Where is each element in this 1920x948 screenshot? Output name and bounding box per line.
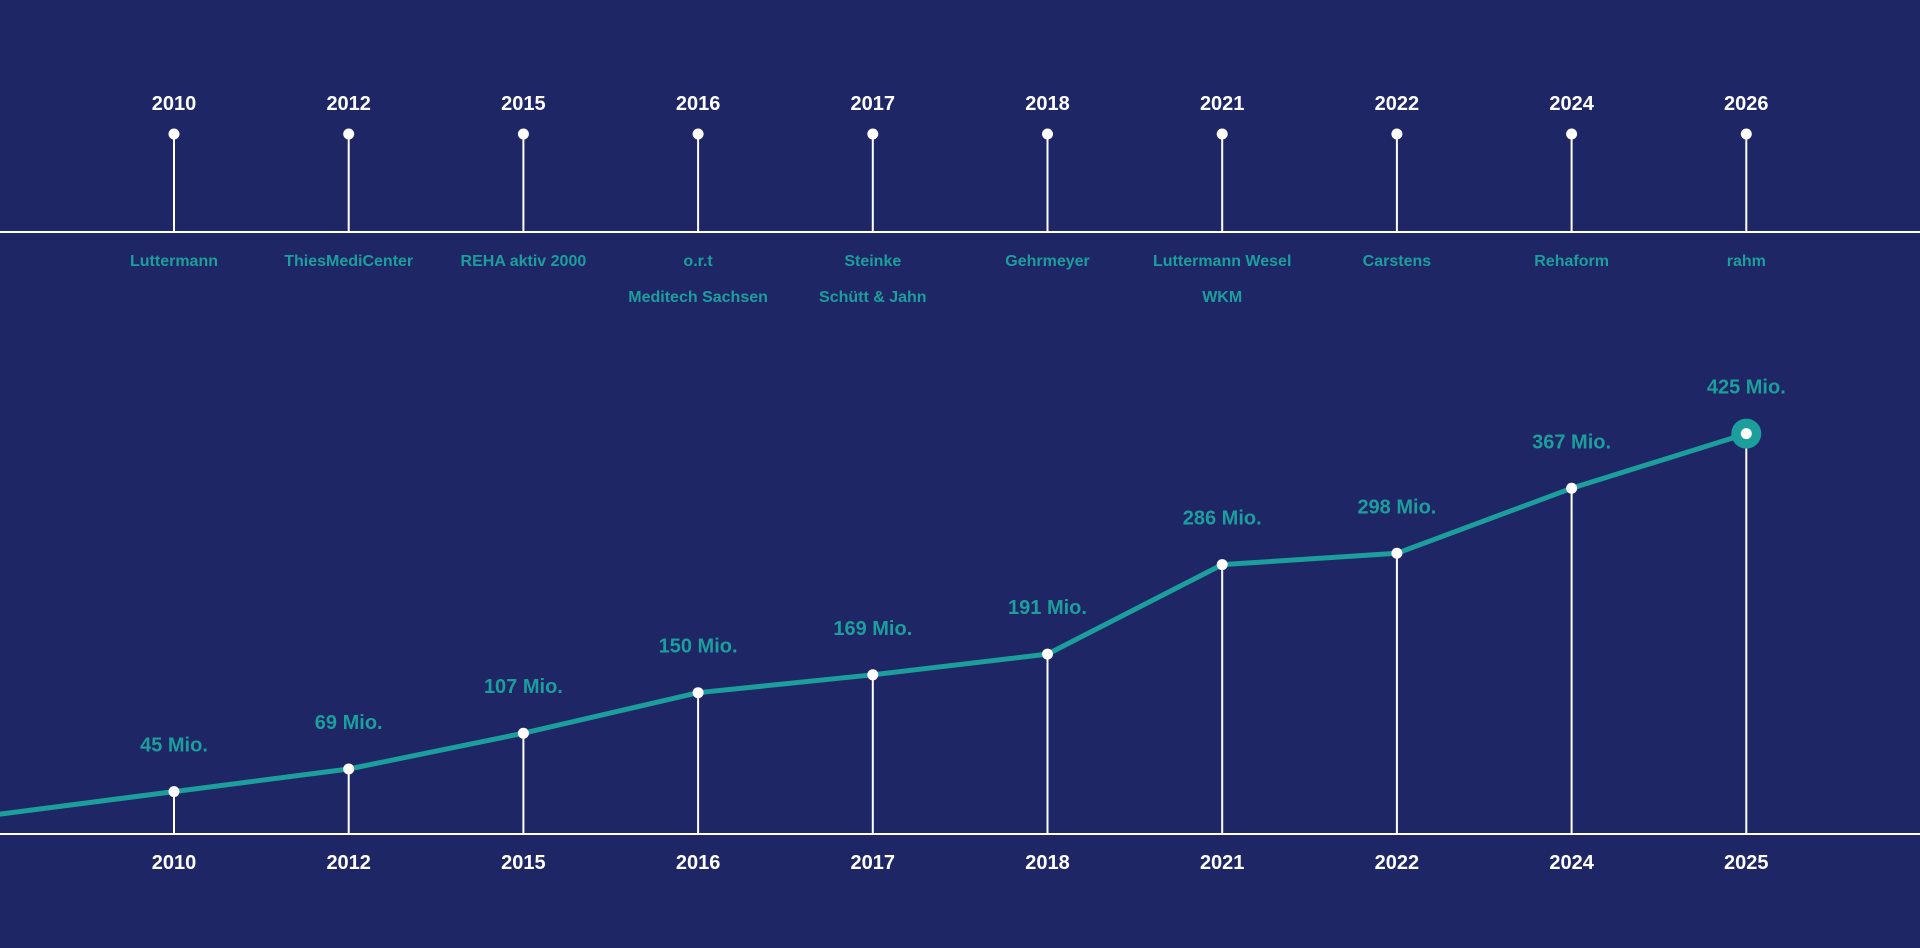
- timeline-company-label: REHA aktiv 2000: [461, 253, 587, 270]
- timeline-marker: [1042, 128, 1053, 140]
- chart-data-point: [692, 687, 704, 699]
- timeline-company-label: Schütt & Jahn: [819, 289, 927, 306]
- timeline-company-label: Luttermann Wesel: [1153, 253, 1291, 270]
- chart-data-point: [1391, 547, 1403, 559]
- timeline-company-label: Luttermann: [130, 253, 218, 270]
- chart-x-tick-label: 2025: [1724, 852, 1769, 874]
- timeline-company-label: Carstens: [1363, 253, 1432, 270]
- timeline-year-label: 2012: [326, 93, 371, 115]
- timeline-year-label: 2016: [676, 93, 721, 115]
- chart-data-label: 69 Mio.: [315, 712, 383, 734]
- chart-x-tick-label: 2015: [501, 852, 546, 874]
- chart-data-point: [168, 786, 180, 798]
- chart-x-tick-label: 2012: [326, 852, 371, 874]
- timeline-year-label: 2021: [1200, 93, 1245, 115]
- revenue-line-chart: 45 Mio. 2010 69 Mio. 2012 107 Mio. 2015 150 Mi…: [0, 377, 1920, 874]
- chart-x-tick-label: 2016: [676, 852, 721, 874]
- timeline-company-label: ThiesMediCenter: [284, 253, 413, 270]
- chart-x-tick-label: 2010: [152, 852, 197, 874]
- chart-data-point: [343, 763, 355, 775]
- timeline-marker: [168, 128, 180, 140]
- chart-data-point: [867, 669, 879, 681]
- timeline-year-label: 2017: [851, 93, 896, 115]
- chart-data-label: 45 Mio.: [140, 735, 208, 757]
- chart-x-tick-label: 2018: [1025, 852, 1070, 874]
- timeline-marker: [867, 128, 879, 140]
- timeline-company-label: Rehaform: [1534, 253, 1609, 270]
- chart-data-point: [1566, 482, 1578, 494]
- timeline-company-label: o.r.t: [683, 253, 713, 270]
- chart-data-label: 298 Mio.: [1357, 496, 1436, 518]
- timeline-year-label: 2010: [152, 93, 197, 115]
- chart-data-label: 286 Mio.: [1183, 508, 1262, 530]
- chart-data-label: 150 Mio.: [659, 636, 738, 658]
- timeline-marker: [1216, 128, 1228, 140]
- timeline-year-label: 2015: [501, 93, 546, 115]
- timeline-company-label: Meditech Sachsen: [628, 289, 768, 306]
- chart-data-label: 107 Mio.: [484, 676, 563, 698]
- timeline-company-label: Steinke: [844, 253, 901, 270]
- chart-data-point: [1042, 648, 1053, 660]
- chart-data-label: 367 Mio.: [1532, 431, 1611, 453]
- timeline-marker: [692, 128, 704, 140]
- chart-data-point: [1740, 428, 1752, 440]
- chart-x-tick-label: 2021: [1200, 852, 1245, 874]
- timeline-marker: [1740, 128, 1752, 140]
- timeline-company-label: WKM: [1202, 289, 1242, 306]
- timeline-company-label: rahm: [1727, 253, 1766, 270]
- timeline-year-label: 2026: [1724, 93, 1769, 115]
- timeline-year-label: 2024: [1549, 93, 1594, 115]
- chart-x-tick-label: 2024: [1549, 852, 1594, 874]
- chart-data-point: [1216, 559, 1228, 571]
- timeline-company-label: Gehrmeyer: [1005, 253, 1090, 270]
- acquisition-timeline: 2010 Luttermann 2012 ThiesMediCenter 2015 REH…: [0, 93, 1920, 306]
- timeline-year-label: 2018: [1025, 93, 1070, 115]
- timeline-marker: [1566, 128, 1578, 140]
- chart-data-label: 169 Mio.: [833, 618, 912, 640]
- timeline-marker: [1391, 128, 1403, 140]
- chart-x-tick-label: 2022: [1375, 852, 1420, 874]
- chart-data-label: 191 Mio.: [1008, 597, 1087, 619]
- chart-data-point: [517, 727, 529, 739]
- timeline-marker: [517, 128, 529, 140]
- chart-x-tick-label: 2017: [851, 852, 896, 874]
- chart-data-label: 425 Mio.: [1707, 377, 1786, 399]
- timeline-year-label: 2022: [1375, 93, 1420, 115]
- timeline-marker: [343, 128, 355, 140]
